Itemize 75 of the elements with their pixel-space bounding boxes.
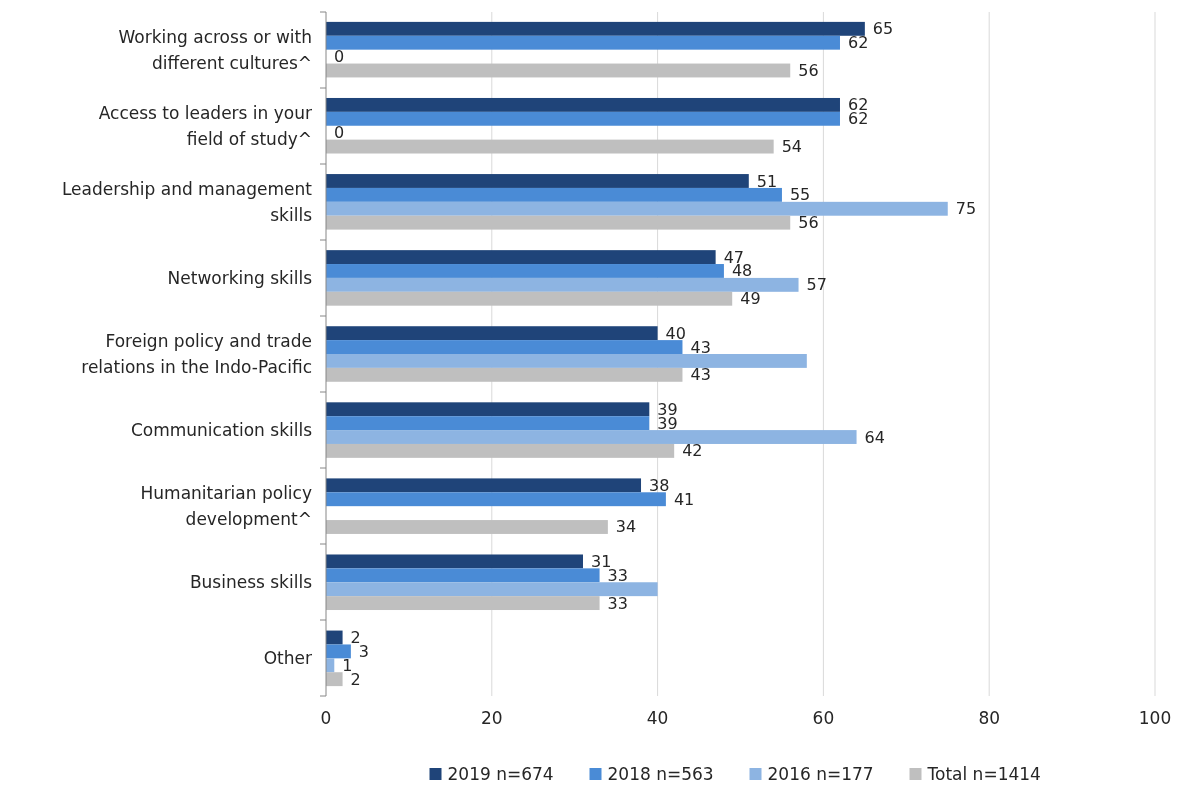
data-label: 33 [607,593,628,613]
data-label: 43 [690,365,711,385]
bar [326,277,799,292]
data-label: 34 [615,517,637,537]
legend-label: Total n=1414 [926,764,1041,784]
data-label: 62 [847,33,869,53]
bar [326,201,948,216]
x-tick-label: 80 [978,708,1001,728]
x-tick-label: 0 [320,708,332,728]
y-tick-label: Networking skills [167,267,313,288]
bar [326,416,650,431]
data-label: 43 [690,337,711,357]
bar [326,672,343,687]
bar [326,97,840,112]
y-tick-label: Leadership and management skills [61,178,313,225]
data-label: 55 [789,185,811,205]
bar [326,215,791,230]
data-label: 3 [358,641,370,661]
bar [326,111,840,126]
bar [326,367,683,382]
bar [326,520,608,534]
bar [326,644,351,659]
data-label: 0 [334,47,345,67]
y-tick-label: Communication skills [130,420,313,441]
bar [326,340,683,354]
x-tick-label: 40 [646,708,669,728]
bar [326,354,807,368]
data-label: 2 [350,628,361,648]
bar [326,402,650,417]
bar [326,291,733,306]
data-label: 65 [872,19,894,39]
bar [326,35,840,50]
data-label: 49 [740,289,761,309]
bar [326,630,343,645]
data-label: 56 [798,60,819,80]
bar [326,582,658,597]
bar [326,264,724,278]
bar [326,139,774,154]
data-label: 38 [649,475,670,495]
bar [326,568,600,583]
y-tick-label: Other [263,648,312,669]
bar [326,174,749,188]
bar [326,430,857,444]
data-label: 41 [673,489,695,509]
x-tick-label: 100 [1138,708,1172,728]
bar [326,187,782,202]
x-tick-label: 20 [480,708,503,728]
data-label: 56 [798,213,819,233]
legend-label: 2019 n=674 [447,764,554,784]
bar [326,554,583,569]
bar [326,478,642,493]
bar [326,63,791,78]
y-tick-label: Access to leaders in your field of study^ [98,102,313,149]
x-tick-label: 60 [812,708,835,728]
legend-label: 2018 n=563 [607,764,714,784]
data-label: 0 [334,123,345,143]
data-label: 40 [665,323,686,343]
bar [326,596,600,611]
y-tick-label: Working across or with different cultures^ [118,26,312,73]
y-tick-label: Business skills [189,572,313,593]
data-label: 57 [806,275,827,295]
data-label: 42 [682,441,703,461]
data-label: 54 [781,137,803,157]
data-label: 51 [756,171,778,191]
y-tick-label: Humanitarian policy development^ [140,483,312,530]
data-label: 64 [864,427,885,447]
bar [326,250,716,265]
y-tick-label: Foreign policy and trade relations in the Indo-Pacific [81,331,312,377]
bar [326,443,675,458]
data-label: 2 [350,669,361,689]
bar [326,21,865,36]
legend-label: 2016 n=177 [767,764,874,784]
bar [326,326,658,341]
data-label: 75 [955,199,977,219]
bar [326,492,666,507]
